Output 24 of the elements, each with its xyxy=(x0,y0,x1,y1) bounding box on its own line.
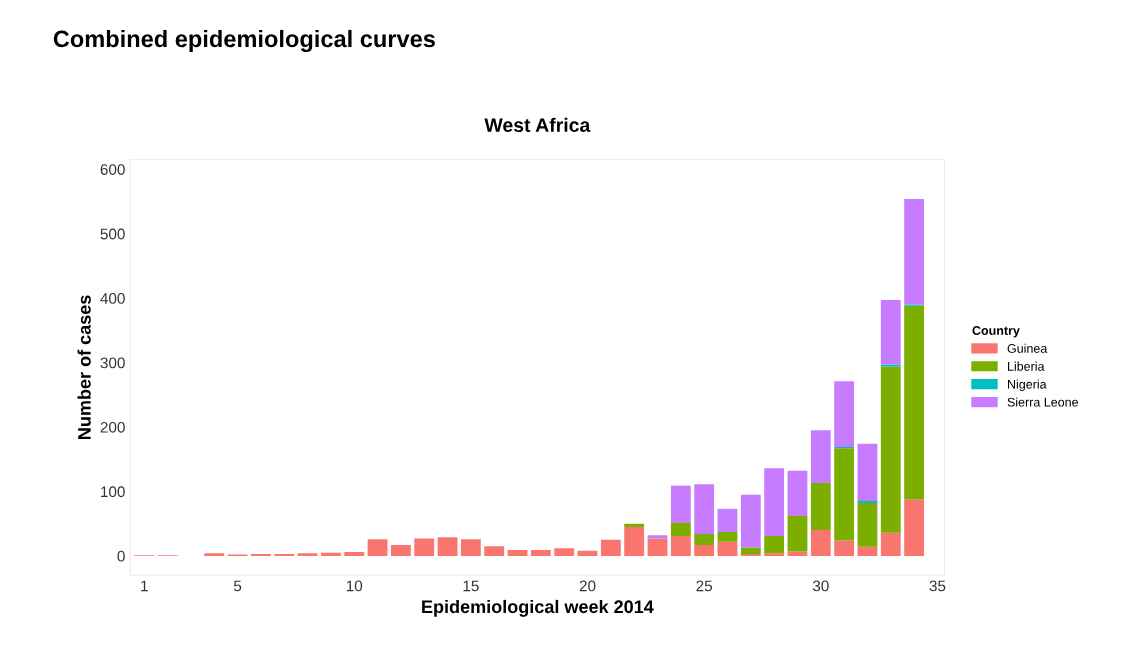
y-tick-label: 100 xyxy=(101,486,125,498)
x-axis-title: Epidemiological week 2014 xyxy=(422,599,654,617)
x-tick-label: 20 xyxy=(579,580,596,592)
legend-title: Country xyxy=(972,326,1020,338)
x-tick-label: 5 xyxy=(233,580,242,592)
y-tick-label: 400 xyxy=(100,293,125,304)
legend-label: Liberia xyxy=(1008,361,1045,371)
x-tick-label: 10 xyxy=(346,580,363,592)
x-tick-label: 15 xyxy=(463,580,479,592)
legend-label: Guinea xyxy=(1007,343,1048,353)
legend-label: Sierra Leone xyxy=(1007,397,1078,407)
y-axis-title: Number of cases xyxy=(77,295,91,439)
y-tick-label: 200 xyxy=(100,421,125,433)
y-tick-label: 600 xyxy=(100,164,125,175)
y-tick-label: 300 xyxy=(100,357,125,369)
chart-subtitle: West Africa xyxy=(484,117,591,133)
x-tick-label: 30 xyxy=(812,580,829,592)
x-tick-label: 25 xyxy=(696,580,713,592)
x-tick-label: 1 xyxy=(141,580,148,592)
chart-title: Combined epidemiological curves xyxy=(53,29,435,53)
legend-label: Nigeria xyxy=(1008,379,1047,392)
y-tick-label: 0 xyxy=(117,550,125,562)
x-tick-label: 35 xyxy=(929,580,946,592)
y-tick-label: 500 xyxy=(100,228,125,240)
